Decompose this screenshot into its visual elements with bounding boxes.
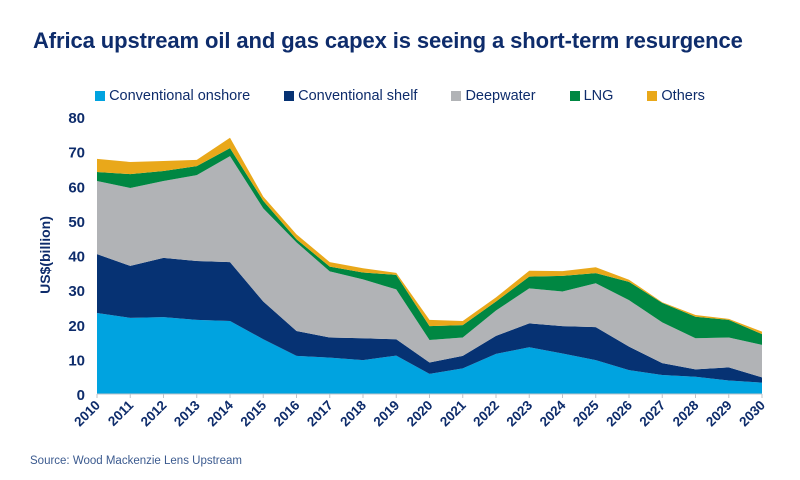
- x-tick-label: 2030: [736, 398, 768, 430]
- x-tick-label: 2016: [271, 397, 303, 429]
- y-tick-label: 60: [68, 179, 85, 196]
- x-tick-label: 2027: [637, 398, 669, 430]
- legend-swatch: [451, 91, 462, 101]
- legend-label: LNG: [583, 88, 614, 104]
- legend-swatch: [95, 91, 106, 101]
- x-tick-label: 2029: [703, 398, 735, 430]
- x-tick-label: 2021: [437, 397, 469, 429]
- y-tick-label: 70: [68, 145, 85, 162]
- y-tick-label: 80: [68, 110, 85, 127]
- x-tick-label: 2023: [504, 397, 536, 429]
- x-tick-label: 2012: [138, 398, 170, 430]
- y-axis-label: US$(billion): [37, 216, 53, 294]
- x-tick-label: 2026: [603, 397, 635, 429]
- legend-item: Conventional shelf: [284, 88, 417, 104]
- legend-item: Deepwater: [451, 88, 536, 104]
- legend-item: LNG: [569, 88, 614, 104]
- y-tick-label: 20: [68, 318, 85, 335]
- x-tick-label: 2011: [105, 397, 137, 429]
- x-tick-label: 2015: [238, 397, 270, 429]
- x-tick-label: 2013: [171, 397, 203, 429]
- legend-swatch: [569, 91, 580, 101]
- area-conventional-shelf: [97, 254, 762, 383]
- area-conventional-onshore: [97, 312, 762, 394]
- x-tick-label: 2018: [337, 397, 369, 429]
- y-tick-label: 0: [77, 387, 85, 404]
- legend-item: Others: [647, 88, 705, 104]
- x-tick-label: 2024: [537, 397, 569, 429]
- area-lng: [97, 148, 762, 345]
- x-tick-label: 2025: [570, 397, 602, 429]
- legend-label: Deepwater: [465, 88, 536, 104]
- source-note: Source: Wood Mackenzie Lens Upstream: [30, 455, 242, 467]
- y-tick-label: 30: [68, 283, 85, 300]
- y-tick-label: 10: [68, 352, 85, 369]
- chart-title: Africa upstream oil and gas capex is see…: [33, 28, 743, 53]
- x-tick-label: 2022: [470, 398, 502, 430]
- area-deepwater: [97, 156, 762, 378]
- x-tick-label: 2028: [670, 397, 702, 429]
- y-tick-label: 40: [68, 249, 85, 266]
- legend-label: Conventional shelf: [298, 88, 418, 104]
- legend-swatch: [647, 91, 658, 101]
- legend: Conventional onshore Conventional shelf De…: [0, 88, 800, 104]
- legend-label: Conventional onshore: [109, 88, 251, 104]
- y-tick-label: 50: [68, 214, 85, 231]
- x-tick-label: 2020: [404, 398, 436, 430]
- x-tick-label: 2019: [371, 398, 403, 430]
- legend-swatch: [284, 91, 295, 101]
- x-tick-label: 2014: [204, 397, 236, 429]
- x-tick-label: 2017: [304, 398, 336, 430]
- legend-label: Others: [661, 88, 705, 104]
- legend-item: Conventional onshore: [95, 88, 250, 104]
